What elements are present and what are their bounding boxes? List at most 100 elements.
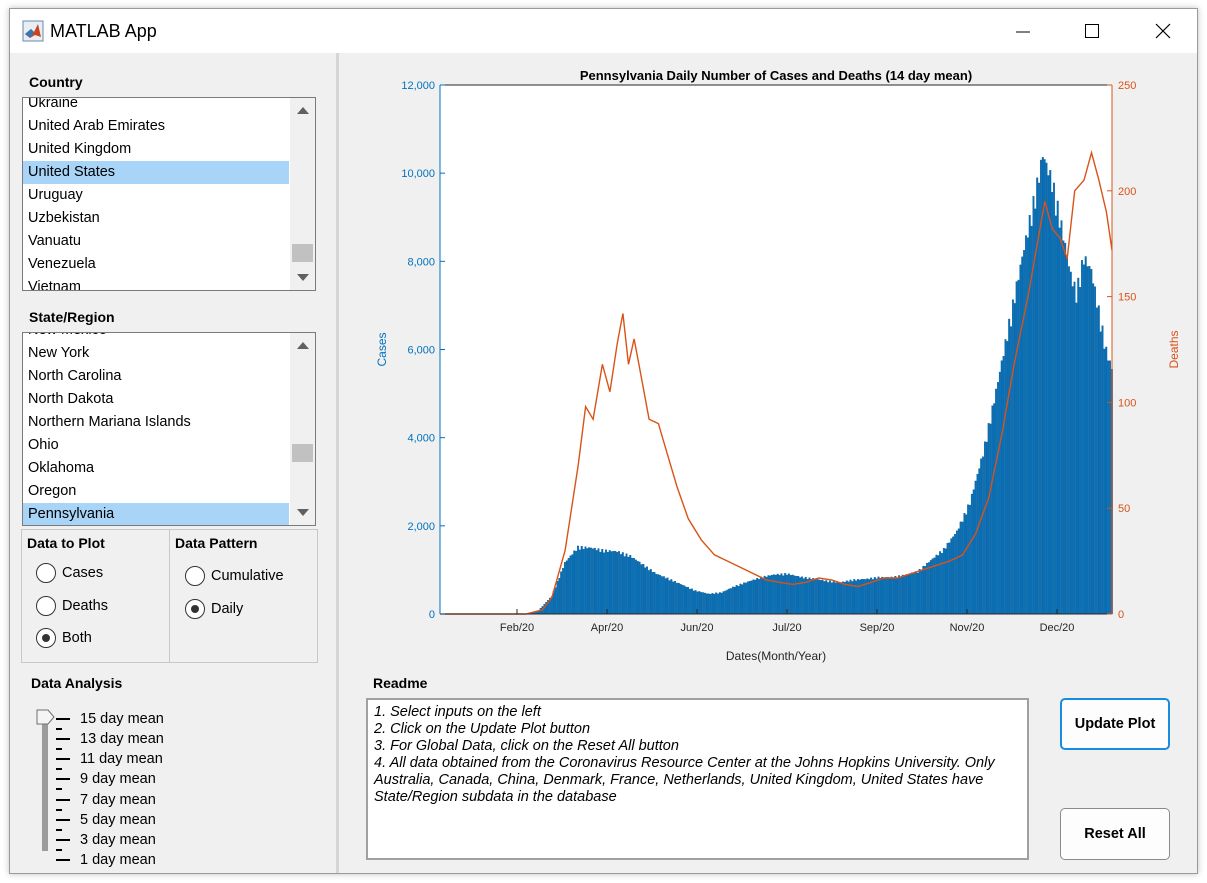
cases-bar — [1079, 287, 1082, 615]
cases-bar — [793, 575, 796, 615]
list-item[interactable]: North Carolina — [28, 368, 122, 384]
state-scrollbar[interactable] — [290, 333, 315, 525]
cases-bar — [907, 574, 910, 615]
scroll-down-icon[interactable] — [297, 509, 309, 516]
cases-bar — [619, 554, 622, 615]
cases-bar — [830, 582, 833, 615]
cases-bar — [633, 558, 635, 615]
cases-bar — [961, 521, 964, 615]
cases-bar — [1101, 325, 1104, 615]
cases-bar — [618, 551, 621, 615]
cases-bar — [1045, 162, 1048, 615]
radio-daily[interactable]: Daily — [185, 599, 243, 619]
cases-bar — [896, 577, 899, 615]
reset-all-button[interactable]: Reset All — [1060, 808, 1170, 860]
cases-bar — [806, 579, 809, 615]
cases-bar — [1043, 159, 1046, 615]
list-item[interactable]: North Dakota — [28, 391, 114, 407]
scroll-up-icon[interactable] — [297, 107, 309, 114]
cases-bar — [982, 456, 985, 615]
chart-title: Pennsylvania Daily Number of Cases and D… — [580, 68, 972, 83]
cases-bar — [974, 480, 977, 615]
cases-bar — [810, 579, 813, 615]
list-item[interactable]: Northern Mariana Islands — [28, 414, 191, 430]
cases-bar — [759, 576, 762, 615]
list-item[interactable]: Pennsylvania — [23, 503, 289, 525]
minimize-button[interactable] — [1000, 9, 1046, 53]
cases-bar — [789, 575, 792, 615]
radio-cases[interactable]: Cases — [36, 563, 103, 583]
cases-bar — [661, 576, 663, 615]
cases-bar — [1010, 326, 1013, 615]
list-item[interactable]: Oklahoma — [28, 460, 95, 476]
cases-bar — [791, 574, 794, 615]
list-item[interactable]: Vietnam — [28, 279, 81, 291]
cases-bar — [735, 585, 738, 615]
radio-both[interactable]: Both — [36, 628, 92, 648]
scroll-down-icon[interactable] — [297, 274, 309, 281]
state-listbox[interactable]: Pennsylvania Oregon Oklahoma Ohio Northern M… — [22, 332, 316, 526]
maximize-button[interactable] — [1069, 9, 1115, 53]
list-item[interactable]: Uzbekistan — [28, 210, 100, 226]
cases-bar — [985, 441, 988, 615]
list-item[interactable]: New Mexico — [23, 333, 289, 342]
slider-thumb-icon[interactable] — [36, 709, 55, 725]
cases-bar — [1081, 260, 1083, 615]
cases-bar — [565, 560, 568, 615]
list-item[interactable]: New York — [28, 345, 90, 361]
radio-circle-icon[interactable] — [185, 599, 205, 619]
cases-bar — [1041, 157, 1044, 615]
list-item[interactable]: United Arab Emirates — [28, 118, 166, 134]
update-plot-button[interactable]: Update Plot — [1060, 698, 1170, 750]
cases-bar — [746, 581, 749, 615]
readme-line: 3. For Global Data, click on the Reset A… — [374, 738, 679, 754]
close-button[interactable] — [1140, 9, 1186, 53]
list-item[interactable]: United States — [23, 161, 289, 184]
cases-bar — [817, 579, 820, 615]
cases-bar — [672, 581, 675, 615]
cases-bar — [649, 569, 652, 615]
cases-bar — [967, 504, 970, 615]
cases-bar — [625, 553, 628, 615]
list-item[interactable]: Venezuela — [28, 256, 96, 272]
scroll-up-icon[interactable] — [297, 342, 309, 349]
cases-bar — [758, 579, 761, 615]
x-tick-label: Sep/20 — [860, 622, 895, 634]
cases-bar — [700, 592, 703, 615]
radio-circle-icon[interactable] — [36, 596, 56, 616]
cases-bar — [730, 588, 733, 615]
list-item[interactable]: United Kingdom — [28, 141, 132, 157]
list-item[interactable]: Vanuatu — [28, 233, 81, 249]
mean-slider-track[interactable] — [42, 723, 48, 851]
radio-cumulative[interactable]: Cumulative — [185, 566, 284, 586]
radio-circle-icon[interactable] — [36, 628, 56, 648]
cases-bar — [1051, 191, 1054, 615]
list-item[interactable]: Ohio — [28, 437, 59, 453]
scroll-thumb[interactable] — [292, 444, 313, 462]
cases-bar — [728, 588, 731, 615]
cases-bar — [1103, 348, 1106, 615]
radio-circle-icon[interactable] — [36, 563, 56, 583]
country-scrollbar[interactable] — [290, 98, 315, 290]
cases-bar — [795, 576, 798, 615]
readme-textarea[interactable]: 1. Select inputs on the left 2. Click on… — [366, 698, 1029, 860]
country-listbox[interactable]: Vietnam Venezuela Vanuatu Uzbekistan Uruguay… — [22, 97, 316, 291]
cases-bar — [987, 423, 990, 615]
radio-circle-icon[interactable] — [185, 566, 205, 586]
radio-deaths[interactable]: Deaths — [36, 596, 108, 616]
y-tick-label: 4,000 — [407, 433, 435, 445]
cases-bar — [679, 584, 682, 615]
cases-bar — [1025, 235, 1027, 615]
list-item[interactable]: Oregon — [28, 483, 77, 499]
data-pattern-label: Data Pattern — [175, 535, 258, 551]
cases-bar — [748, 581, 751, 615]
scroll-thumb[interactable] — [292, 244, 313, 262]
cases-bar — [857, 579, 859, 615]
cases-bar — [825, 580, 828, 615]
cases-bar — [955, 530, 958, 615]
list-item[interactable]: Ukraine — [28, 97, 78, 111]
y-axis-label: Cases — [375, 332, 389, 366]
cases-bar — [743, 582, 746, 615]
list-item[interactable]: Uruguay — [28, 187, 83, 203]
radio-label: Cumulative — [211, 568, 284, 584]
